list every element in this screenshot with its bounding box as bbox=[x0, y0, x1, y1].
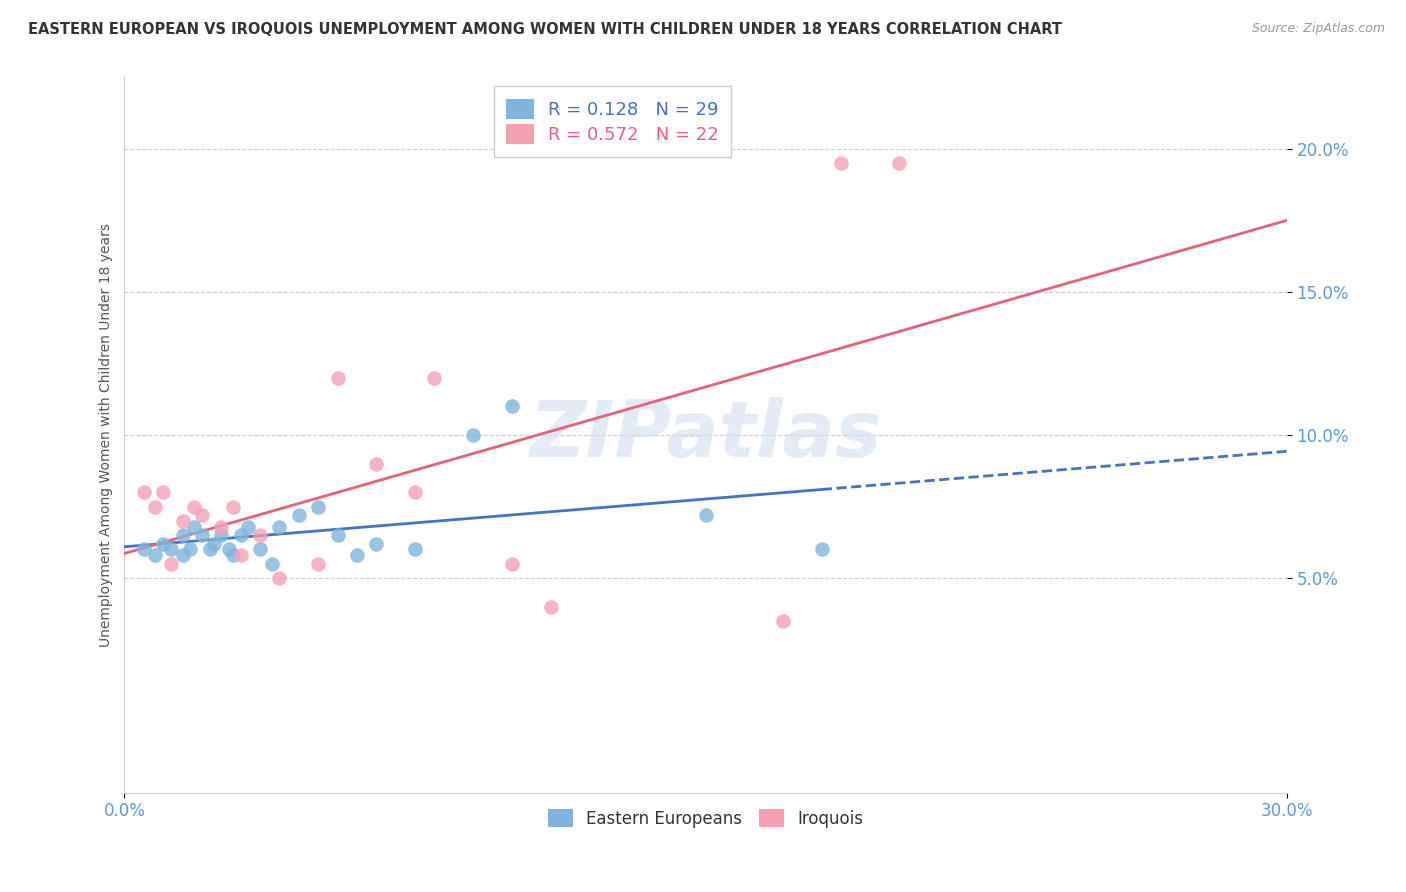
Point bbox=[179, 542, 201, 557]
Point bbox=[249, 542, 271, 557]
Point bbox=[160, 557, 183, 571]
Point bbox=[160, 542, 183, 557]
Point bbox=[238, 519, 260, 533]
Point bbox=[209, 519, 232, 533]
Point bbox=[183, 500, 205, 514]
Text: ZIPatlas: ZIPatlas bbox=[530, 397, 882, 473]
Point bbox=[152, 537, 174, 551]
Point bbox=[132, 485, 155, 500]
Point bbox=[152, 485, 174, 500]
Point bbox=[366, 457, 388, 471]
Point bbox=[198, 542, 221, 557]
Point bbox=[889, 156, 911, 170]
Y-axis label: Unemployment Among Women with Children Under 18 years: Unemployment Among Women with Children U… bbox=[100, 223, 114, 647]
Point bbox=[229, 548, 252, 562]
Point bbox=[404, 485, 426, 500]
Point bbox=[172, 514, 194, 528]
Point bbox=[145, 548, 167, 562]
Point bbox=[145, 500, 167, 514]
Point bbox=[423, 371, 446, 385]
Point bbox=[461, 428, 484, 442]
Text: EASTERN EUROPEAN VS IROQUOIS UNEMPLOYMENT AMONG WOMEN WITH CHILDREN UNDER 18 YEA: EASTERN EUROPEAN VS IROQUOIS UNEMPLOYMEN… bbox=[28, 22, 1062, 37]
Point bbox=[218, 542, 240, 557]
Point bbox=[326, 528, 349, 542]
Point bbox=[172, 528, 194, 542]
Point bbox=[229, 528, 252, 542]
Point bbox=[366, 537, 388, 551]
Point bbox=[249, 528, 271, 542]
Point bbox=[307, 557, 329, 571]
Point bbox=[191, 528, 214, 542]
Text: Source: ZipAtlas.com: Source: ZipAtlas.com bbox=[1251, 22, 1385, 36]
Point bbox=[202, 537, 225, 551]
Point bbox=[346, 548, 368, 562]
Point bbox=[404, 542, 426, 557]
Point bbox=[269, 571, 291, 585]
Point bbox=[810, 542, 832, 557]
Point bbox=[191, 508, 214, 523]
Point bbox=[269, 519, 291, 533]
Point bbox=[222, 548, 245, 562]
Point bbox=[260, 557, 283, 571]
Legend: Eastern Europeans, Iroquois: Eastern Europeans, Iroquois bbox=[541, 803, 870, 834]
Point bbox=[183, 519, 205, 533]
Point bbox=[172, 548, 194, 562]
Point bbox=[132, 542, 155, 557]
Point bbox=[830, 156, 852, 170]
Point bbox=[501, 400, 523, 414]
Point bbox=[326, 371, 349, 385]
Point bbox=[288, 508, 311, 523]
Point bbox=[222, 500, 245, 514]
Point bbox=[209, 528, 232, 542]
Point bbox=[307, 500, 329, 514]
Point bbox=[540, 599, 562, 614]
Point bbox=[695, 508, 717, 523]
Point bbox=[772, 614, 794, 628]
Point bbox=[501, 557, 523, 571]
